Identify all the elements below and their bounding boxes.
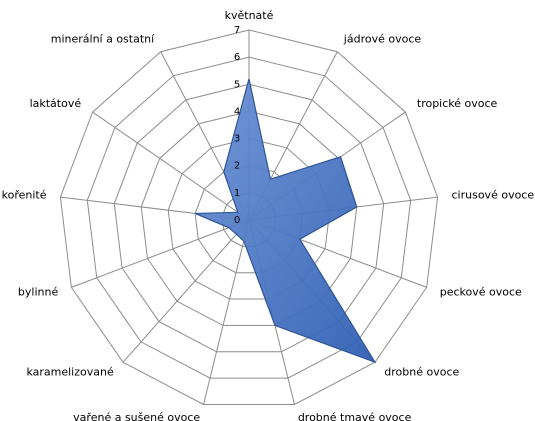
grid-line — [113, 83, 385, 353]
tick-label: 1 — [234, 188, 240, 199]
category-label: bylinné — [18, 285, 59, 298]
grid-line — [86, 56, 412, 379]
tick-label: 4 — [234, 106, 240, 117]
tick-label: 7 — [234, 25, 240, 36]
category-label: květnaté — [225, 9, 274, 22]
tick-label: 0 — [234, 215, 240, 226]
category-label: peckové ovoce — [440, 285, 522, 298]
spoke — [203, 219, 250, 405]
category-label: drobné tmavé ovoce — [298, 411, 412, 421]
tick-label: 3 — [234, 134, 240, 145]
category-label: tropické ovoce — [417, 97, 498, 110]
category-label: jádrové ovoce — [343, 32, 422, 45]
category-label: laktátové — [30, 97, 82, 110]
spoke — [92, 111, 250, 221]
tick-label: 6 — [234, 52, 240, 63]
spoke — [122, 219, 250, 363]
category-label: cirusové ovoce — [452, 188, 535, 201]
category-label: kořenité — [2, 188, 47, 201]
series-area — [194, 78, 377, 364]
spoke — [71, 219, 250, 288]
tick-label: 2 — [234, 161, 240, 172]
category-label: minerální a ostatní — [51, 32, 155, 45]
grid-line — [59, 29, 439, 405]
tick-label: 5 — [234, 79, 240, 90]
category-label: vařené a sušené ovoce — [73, 411, 200, 421]
category-label: karamelizované — [26, 366, 114, 379]
category-label: drobné ovoce — [384, 366, 459, 379]
